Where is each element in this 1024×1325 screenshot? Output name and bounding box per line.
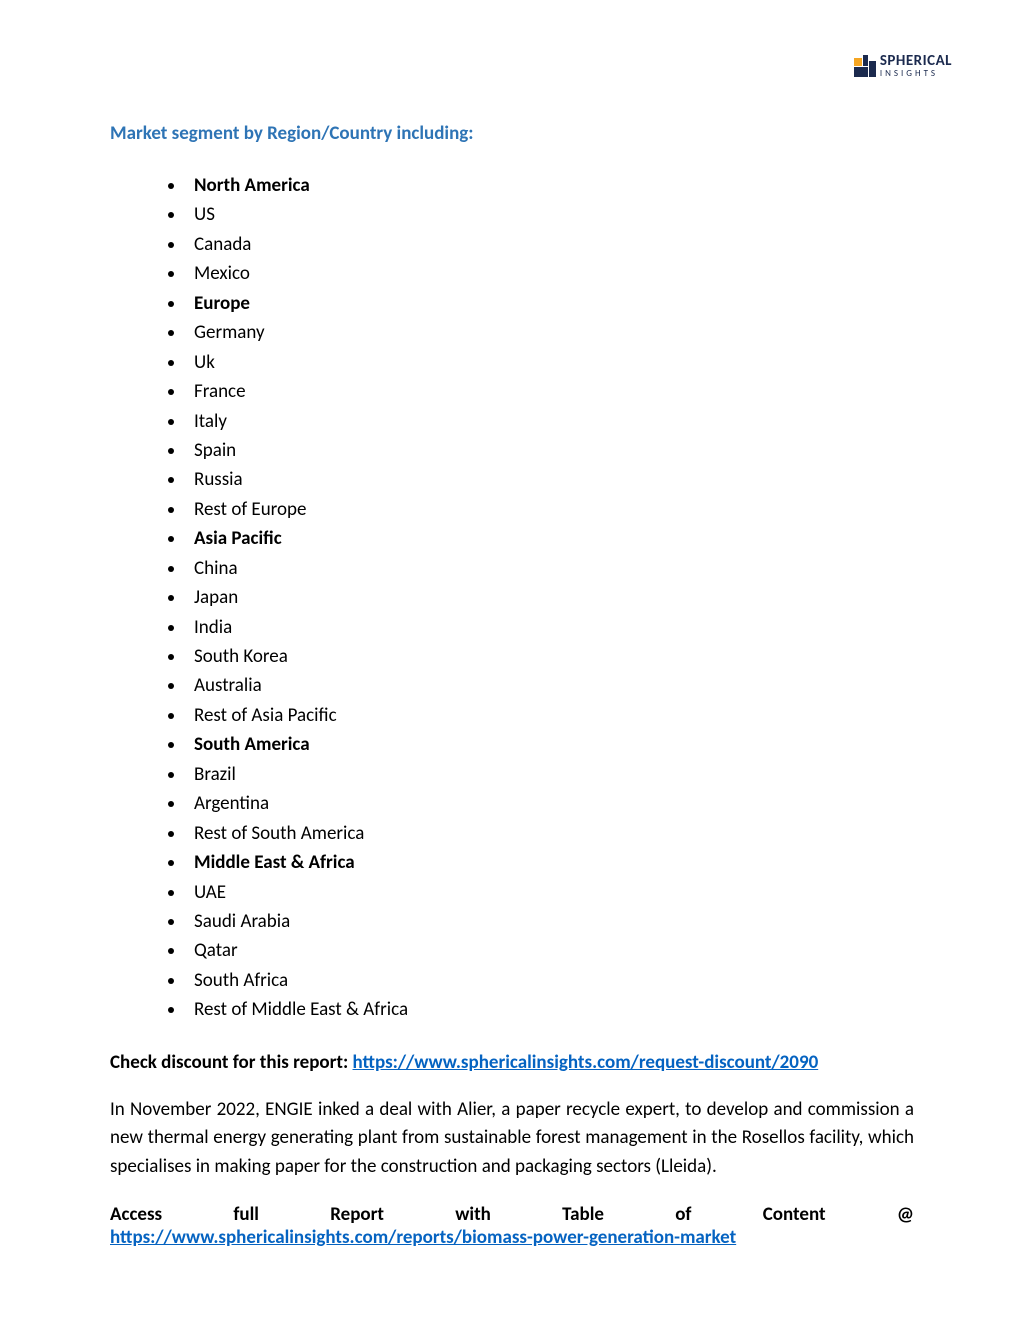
list-item: Rest of Middle East & Africa bbox=[186, 995, 914, 1024]
list-item: Australia bbox=[186, 671, 914, 700]
list-item: Russia bbox=[186, 465, 914, 494]
section-title: Market segment by Region/Country includi… bbox=[110, 122, 914, 145]
access-word: @ bbox=[897, 1203, 914, 1226]
access-block: Access full Report with Table of Content @ http… bbox=[110, 1203, 914, 1249]
list-item: Europe bbox=[186, 289, 914, 318]
list-item: UAE bbox=[186, 878, 914, 907]
logo-text: SPHERICAL INSIGHTS bbox=[880, 54, 952, 78]
discount-prefix: Check discount for this report: bbox=[110, 1051, 353, 1074]
body-paragraph: In November 2022, ENGIE inked a deal wit… bbox=[110, 1096, 914, 1182]
list-item: Middle East & Africa bbox=[186, 848, 914, 877]
logo-main-text: SPHERICAL bbox=[880, 54, 952, 69]
list-item: Spain bbox=[186, 436, 914, 465]
list-item: Argentina bbox=[186, 789, 914, 818]
list-item: Qatar bbox=[186, 936, 914, 965]
access-word: Content bbox=[763, 1203, 826, 1226]
list-item: Mexico bbox=[186, 259, 914, 288]
list-item: North America bbox=[186, 171, 914, 200]
list-item: Rest of Europe bbox=[186, 495, 914, 524]
region-list: North AmericaUSCanadaMexicoEuropeGermany… bbox=[110, 171, 914, 1025]
list-item: South America bbox=[186, 730, 914, 759]
list-item: South Korea bbox=[186, 642, 914, 671]
discount-link[interactable]: https://www.sphericalinsights.com/reques… bbox=[353, 1051, 819, 1074]
logo-sub-text: INSIGHTS bbox=[880, 69, 952, 78]
document-page: Market segment by Region/Country includi… bbox=[0, 0, 1024, 1309]
list-item: India bbox=[186, 613, 914, 642]
access-link[interactable]: https://www.sphericalinsights.com/report… bbox=[110, 1226, 736, 1249]
list-item: France bbox=[186, 377, 914, 406]
list-item: US bbox=[186, 200, 914, 229]
list-item: Rest of South America bbox=[186, 819, 914, 848]
list-item: Canada bbox=[186, 230, 914, 259]
list-item: Rest of Asia Pacific bbox=[186, 701, 914, 730]
access-word: Access bbox=[110, 1203, 162, 1226]
discount-line: Check discount for this report: https://… bbox=[110, 1051, 914, 1074]
list-item: South Africa bbox=[186, 966, 914, 995]
list-item: Japan bbox=[186, 583, 914, 612]
access-word: Report bbox=[330, 1203, 384, 1226]
access-word: Table bbox=[562, 1203, 604, 1226]
access-word: of bbox=[675, 1203, 691, 1226]
access-word: with bbox=[455, 1203, 491, 1226]
list-item: Germany bbox=[186, 318, 914, 347]
list-item: Asia Pacific bbox=[186, 524, 914, 553]
access-first-line: Access full Report with Table of Content @ bbox=[110, 1203, 914, 1226]
list-item: Uk bbox=[186, 348, 914, 377]
brand-logo: SPHERICAL INSIGHTS bbox=[854, 54, 952, 78]
list-item: China bbox=[186, 554, 914, 583]
list-item: Italy bbox=[186, 407, 914, 436]
list-item: Saudi Arabia bbox=[186, 907, 914, 936]
access-word: full bbox=[233, 1203, 259, 1226]
list-item: Brazil bbox=[186, 760, 914, 789]
logo-mark-icon bbox=[854, 55, 876, 77]
